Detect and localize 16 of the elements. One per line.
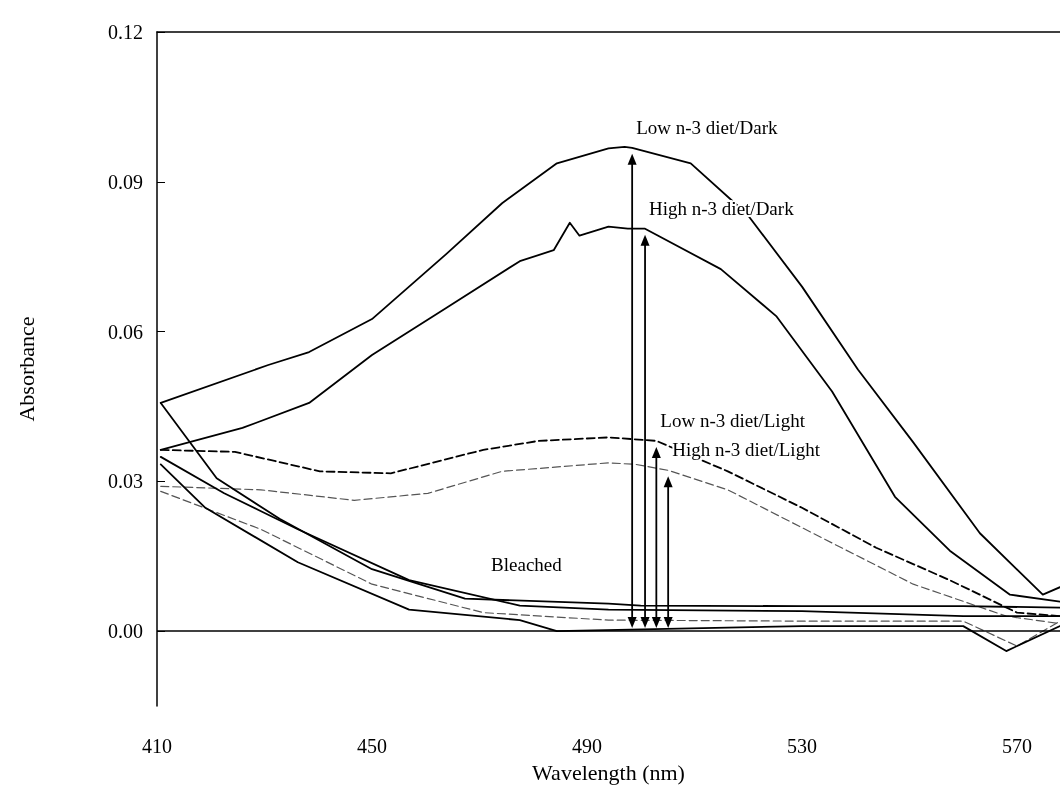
annotation: Bleached [491,554,563,576]
x-tick-label: 490 [572,735,602,757]
x-tick-label: 450 [357,735,387,757]
y-tick-label: 0.06 [108,320,143,343]
annotation: Low n-3 diet/Light [660,409,806,431]
x-tick-label: 570 [1002,735,1032,757]
x-tick-label: 530 [787,735,817,757]
y-tick-label: 0.03 [108,470,143,493]
y-tick-label: 0.00 [108,620,143,643]
x-tick-label: 410 [142,735,172,757]
x-axis-title: Wavelength (nm) [532,759,685,785]
y-tick-label: 0.09 [108,170,143,193]
y-axis-title: Absorbance [13,316,39,422]
annotation: Low n-3 diet/Dark [636,116,779,138]
annotation: High n-3 diet/Light [672,439,821,461]
y-tick-label: 0.12 [108,21,143,43]
